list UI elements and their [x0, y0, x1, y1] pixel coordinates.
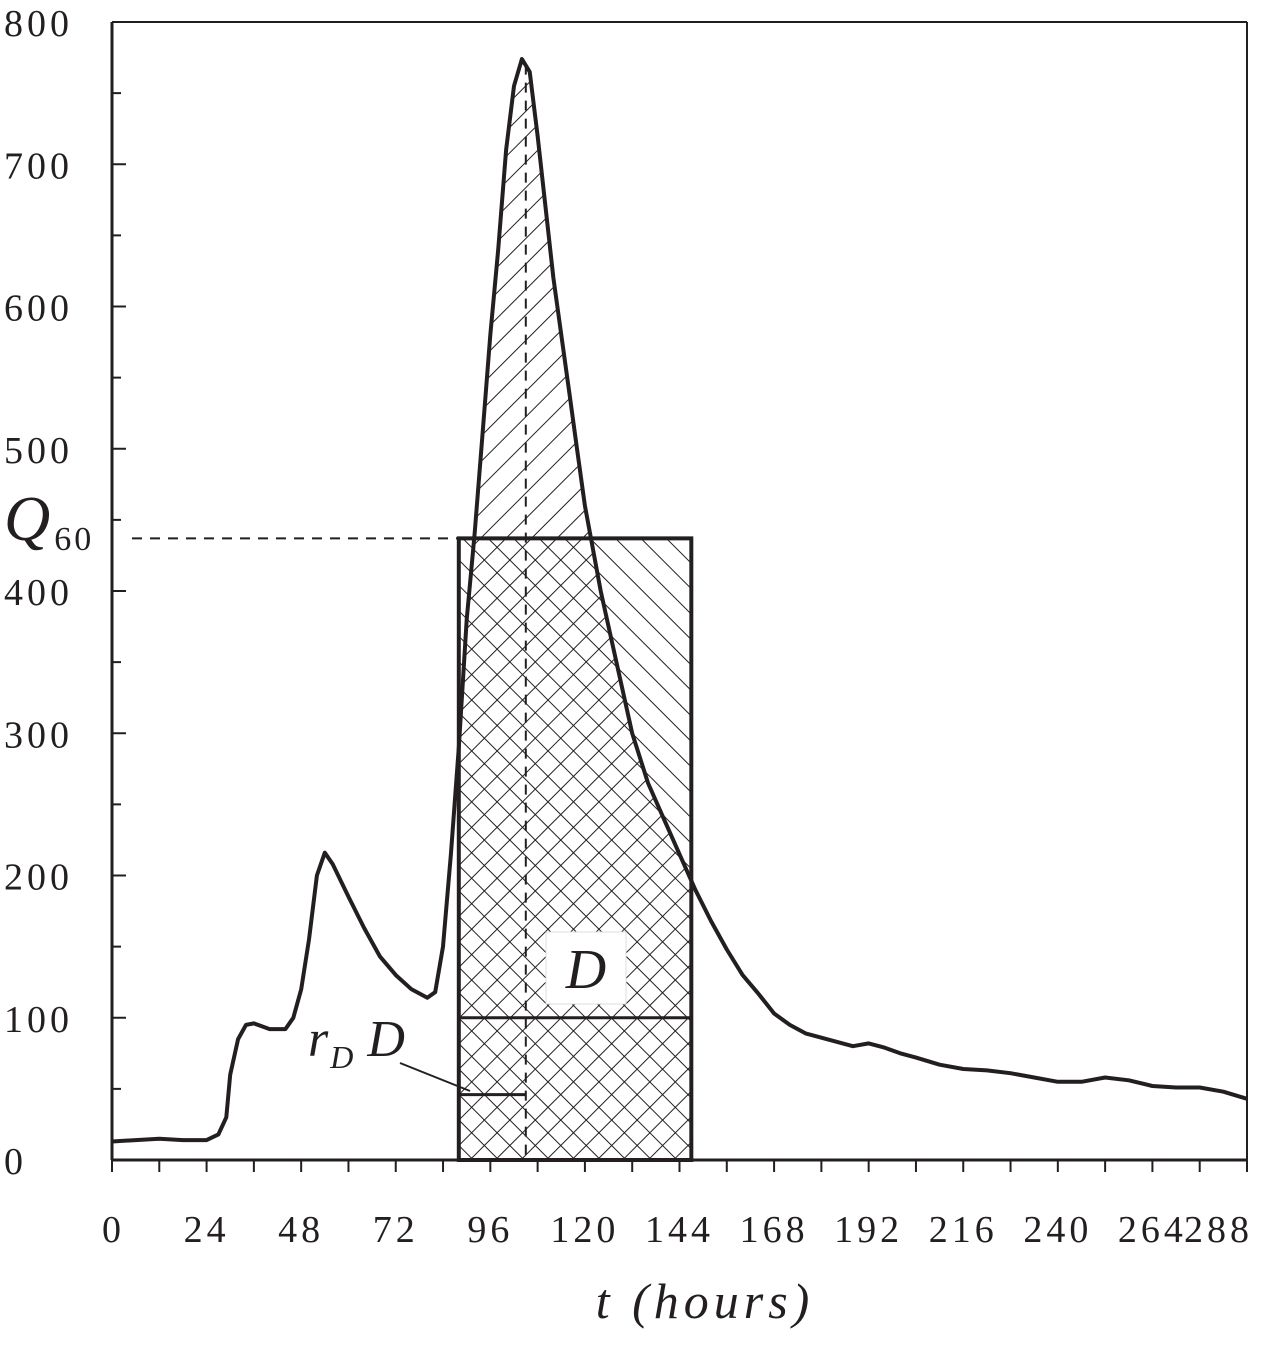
y-tick-label: 600	[4, 288, 73, 330]
q60-label-q: Q	[4, 483, 50, 554]
d-label-box	[545, 931, 627, 1005]
y-tick-label: 400	[4, 572, 73, 614]
annotations: DrD DQ 60	[4, 64, 694, 1162]
x-axis-title: t (hours)	[596, 1273, 815, 1329]
x-tick-label: 216	[929, 1209, 998, 1251]
q60-label-sub: 60	[54, 521, 94, 558]
discharge-series-line	[111, 57, 1248, 1144]
x-tick-label: 120	[550, 1209, 619, 1251]
x-tick-label: 264	[1118, 1209, 1187, 1251]
x-tick-label: 168	[740, 1209, 809, 1251]
y-tick-label: 0	[4, 1141, 27, 1183]
y-tick-label: 100	[4, 999, 73, 1041]
x-tick-label: 0	[102, 1209, 125, 1251]
y-tick-label: 500	[4, 430, 73, 472]
x-tick-label: 48	[278, 1209, 324, 1251]
x-tick-label: 24	[184, 1209, 230, 1251]
d-label: D	[565, 939, 606, 1001]
x-tick-label: 192	[834, 1209, 903, 1251]
x-tick-label: 288	[1184, 1209, 1253, 1251]
x-tick-label: 72	[373, 1209, 419, 1251]
rd-label-r: r	[308, 1011, 329, 1068]
y-tick-label: 700	[4, 145, 73, 187]
q60-label: Q 60	[4, 483, 94, 558]
x-tick-label: 144	[645, 1209, 714, 1251]
x-tick-label: 240	[1023, 1209, 1092, 1251]
rd-label: rD D	[308, 1011, 405, 1075]
series-layer	[111, 57, 1248, 1144]
y-axis-ticks: 0 100 200 300 400 500 600 700 800	[4, 3, 126, 1183]
y-tick-label: 200	[4, 857, 73, 899]
rd-leader-line	[399, 1062, 471, 1092]
rd-label-d: D	[366, 1011, 405, 1068]
duration-rectangle	[456, 536, 694, 1162]
y-tick-label: 800	[4, 3, 73, 45]
rd-label-sub: D	[329, 1039, 353, 1075]
y-tick-label: 300	[4, 714, 73, 756]
hatch-rectangle	[458, 538, 692, 1160]
x-tick-label: 96	[467, 1209, 513, 1251]
